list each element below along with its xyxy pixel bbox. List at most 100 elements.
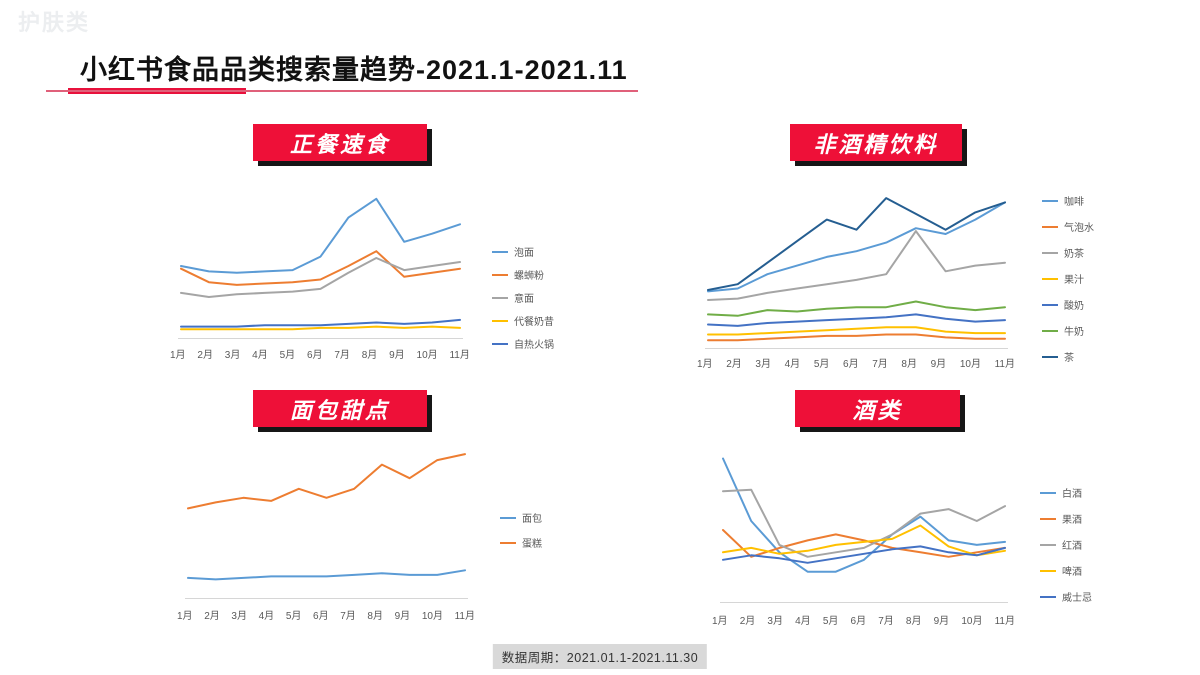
x-axis-label: 5月 [279,350,296,361]
x-axis-instant-meals: 1月 2月 3月 4月 5月 6月 7月 8月 9月 10月 11月 [170,346,470,361]
category-badge-bakery-desserts: 面包甜点 [253,390,427,427]
legend-label: 果汁 [1064,275,1084,286]
legend-item-代餐奶昔: 代餐奶昔 [492,313,554,328]
x-axis-label: 5月 [285,611,302,622]
x-axis-label: 2月 [739,616,756,627]
x-axis-label: 9月 [389,350,405,361]
legend-instant-meals: 泡面 螺蛳粉 意面 代餐奶昔 自热火锅 [492,244,554,351]
x-axis-label: 4月 [252,350,268,361]
x-axis-soft-drinks: 1月 2月 3月 4月 5月 6月 7月 8月 9月 10月 11月 [697,355,1015,370]
x-axis-bakery-desserts: 1月 2月 3月 4月 5月 6月 7月 8月 9月 10月 11月 [177,607,475,622]
legend-label: 威士忌 [1062,593,1092,604]
legend-label: 自热火锅 [514,340,554,351]
legend-swatch [1042,329,1058,332]
x-axis-label: 11月 [454,611,475,622]
x-axis-label: 6月 [843,359,859,370]
x-axis-label: 11月 [449,350,470,361]
x-axis-label: 6月 [306,350,323,361]
series-line-红酒 [722,488,1006,558]
x-axis-label: 11月 [994,359,1015,370]
data-period-note: 数据周期：2021.01.1-2021.11.30 [492,644,708,669]
page-title: 小红书食品品类搜索量趋势-2021.1-2021.11 [80,55,628,85]
x-axis-label: 10月 [959,359,981,370]
legend-label: 牛奶 [1064,327,1084,338]
category-badge-alcohol: 酒类 [795,390,960,427]
legend-swatch [1042,303,1058,306]
legend-item-螺蛳粉: 螺蛳粉 [492,267,554,282]
legend-item-咖啡: 咖啡 [1042,193,1094,208]
x-axis-label: 5月 [813,359,830,370]
legend-swatch [1040,569,1056,572]
x-axis-label: 10月 [961,616,983,627]
title-underline-thin [46,90,638,92]
legend-item-酸奶: 酸奶 [1042,297,1094,312]
legend-label: 气泡水 [1064,223,1094,234]
category-badge-instant-meals: 正餐速食 [253,124,427,161]
x-axis-label: 6月 [313,611,329,622]
chart-canvas-soft-drinks [707,197,1006,342]
x-axis-label: 3月 [231,611,247,622]
series-line-茶 [707,197,1006,291]
legend-swatch [1042,251,1058,254]
legend-swatch [492,342,508,345]
x-axis-label: 10月 [416,350,438,361]
x-axis-label: 1月 [697,359,713,370]
line-chart-alcohol [720,448,1008,603]
legend-item-威士忌: 威士忌 [1040,589,1092,604]
series-line-果汁 [707,326,1006,336]
legend-item-果汁: 果汁 [1042,271,1094,286]
legend-swatch [492,296,508,299]
legend-item-自热火锅: 自热火锅 [492,336,554,351]
x-axis-label: 8月 [901,359,917,370]
category-badge-soft-drinks: 非酒精饮料 [790,124,962,161]
x-axis-alcohol: 1月 2月 3月 4月 5月 6月 7月 8月 9月 10月 11月 [712,612,1015,627]
legend-label: 蛋糕 [522,539,542,550]
x-axis-label: 7月 [334,350,350,361]
legend-swatch [1042,355,1058,358]
legend-label: 茶 [1064,353,1074,364]
legend-label: 咖啡 [1064,197,1084,208]
line-chart-soft-drinks [705,185,1008,349]
x-axis-label: 7月 [878,616,894,627]
legend-swatch [1042,225,1058,228]
series-line-酸奶 [707,313,1006,327]
legend-swatch [500,541,516,544]
series-line-代餐奶昔 [180,325,461,331]
legend-label: 面包 [522,514,542,525]
series-line-气泡水 [707,333,1006,342]
x-axis-label: 1月 [177,611,193,622]
legend-label: 啤酒 [1062,567,1082,578]
x-axis-label: 9月 [930,359,947,370]
legend-item-蛋糕: 蛋糕 [500,535,542,550]
x-axis-label: 9月 [394,611,411,622]
legend-item-红酒: 红酒 [1040,537,1092,552]
legend-swatch [500,516,516,519]
legend-label: 酸奶 [1064,301,1084,312]
series-line-意面 [180,257,461,298]
series-line-威士忌 [722,545,1006,564]
legend-label: 红酒 [1062,541,1082,552]
series-line-蛋糕 [187,453,466,510]
x-axis-label: 3月 [755,359,771,370]
series-line-螺蛳粉 [180,250,461,286]
series-line-白酒 [722,457,1006,573]
legend-swatch [1040,595,1056,598]
legend-item-牛奶: 牛奶 [1042,323,1094,338]
line-chart-bakery-desserts [185,442,468,599]
x-axis-label: 6月 [850,616,867,627]
x-axis-label: 2月 [204,611,220,622]
legend-item-茶: 茶 [1042,349,1094,364]
x-axis-label: 8月 [361,350,378,361]
x-axis-label: 11月 [994,616,1015,627]
legend-label: 代餐奶昔 [514,317,554,328]
legend-item-奶茶: 奶茶 [1042,245,1094,260]
legend-item-气泡水: 气泡水 [1042,219,1094,234]
x-axis-label: 8月 [905,616,922,627]
series-line-啤酒 [722,524,1006,557]
legend-swatch [492,319,508,322]
legend-item-白酒: 白酒 [1040,485,1092,500]
legend-item-果酒: 果酒 [1040,511,1092,526]
legend-label: 奶茶 [1064,249,1084,260]
legend-swatch [492,273,508,276]
chart-canvas-instant-meals [180,197,461,331]
